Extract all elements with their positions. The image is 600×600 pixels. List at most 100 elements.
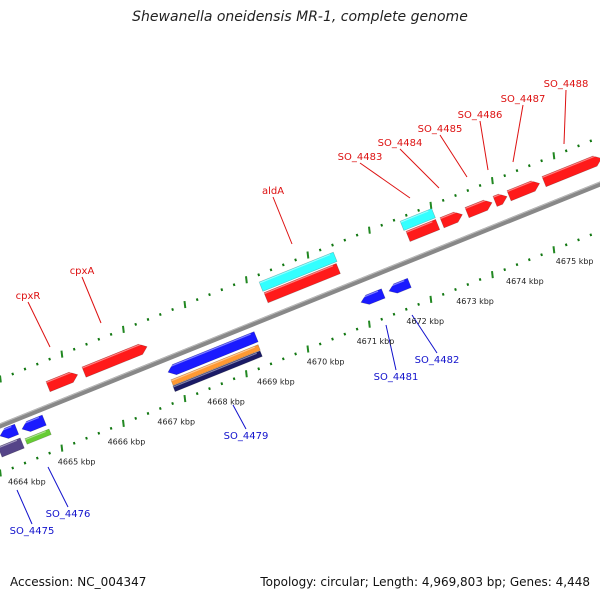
tick-mark xyxy=(577,144,580,148)
gene-label: cpxR xyxy=(16,291,41,302)
tick-mark xyxy=(404,307,408,311)
tick-mark xyxy=(48,357,51,361)
tick-mark xyxy=(392,218,396,222)
gene-shape xyxy=(263,263,341,304)
tick-mark xyxy=(122,325,125,333)
tick-mark xyxy=(294,258,297,262)
genome-summary-text: Topology: circular; Length: 4,969,803 bp… xyxy=(260,575,590,589)
tick-mark xyxy=(589,233,593,237)
genome-backbone xyxy=(0,181,600,429)
gene-shape xyxy=(439,211,463,229)
tick-mark xyxy=(183,394,187,403)
gene-highlight xyxy=(20,416,40,426)
gene-highlight xyxy=(542,155,597,178)
tick-mark xyxy=(564,243,568,247)
tick-mark xyxy=(269,268,273,272)
tick-mark xyxy=(478,278,482,282)
gene-highlight xyxy=(507,180,535,193)
inner-tick-track xyxy=(0,233,593,477)
tick-label: 4665 kbp xyxy=(58,458,96,467)
tick-mark xyxy=(306,345,310,353)
gene-shape xyxy=(464,199,493,219)
tick-mark xyxy=(208,387,211,391)
tick-mark xyxy=(245,370,248,378)
gene-label: SO_4486 xyxy=(458,110,503,121)
gene-highlight xyxy=(406,221,433,233)
tick-mark xyxy=(429,295,433,303)
tick-label: 4668 kbp xyxy=(207,397,245,406)
leader-line xyxy=(411,314,438,354)
gene-feature xyxy=(172,350,263,392)
leader-line xyxy=(232,404,247,430)
gene-shape xyxy=(258,251,338,292)
tick-mark xyxy=(171,402,174,406)
map-title: Shewanella oneidensis MR-1, complete gen… xyxy=(132,9,468,25)
leader-line xyxy=(563,89,567,145)
gene-shape xyxy=(492,193,508,207)
tick-mark xyxy=(331,243,334,247)
tick-label: 4670 kbp xyxy=(307,357,345,366)
tick-mark xyxy=(441,292,445,296)
gene-label: SO_4481 xyxy=(374,372,419,383)
leader-line xyxy=(359,162,411,199)
gene-shape xyxy=(170,344,261,386)
tick-label: 4672 kbp xyxy=(406,317,444,326)
gene-feature xyxy=(439,211,463,229)
tick-mark xyxy=(380,317,384,321)
gene-feature xyxy=(258,251,338,292)
tick-mark xyxy=(343,238,347,242)
tick-mark xyxy=(503,174,507,178)
tick-mark xyxy=(60,350,64,358)
gene-highlight xyxy=(359,290,379,300)
gene-feature xyxy=(492,193,508,207)
leader-line xyxy=(16,489,33,525)
tick-mark xyxy=(23,461,27,465)
tick-label: 4666 kbp xyxy=(108,438,146,447)
gene-label: SO_4476 xyxy=(46,509,91,520)
gene-feature xyxy=(20,414,47,432)
tick-mark xyxy=(368,320,371,328)
tick-mark xyxy=(97,431,101,435)
tick-mark xyxy=(429,201,433,209)
feature-track xyxy=(0,155,600,458)
tick-mark xyxy=(11,466,15,470)
gene-label: SO_4487 xyxy=(501,94,546,105)
tick-mark xyxy=(232,283,236,287)
gene-highlight xyxy=(259,254,331,284)
tick-mark xyxy=(11,372,15,376)
leader-line xyxy=(47,466,69,508)
tick-mark xyxy=(60,444,64,452)
leader-line xyxy=(399,148,440,189)
gene-feature xyxy=(387,277,412,294)
tick-mark xyxy=(466,188,470,193)
leader-line xyxy=(272,196,293,245)
tick-mark xyxy=(146,411,150,415)
gene-highlight xyxy=(166,333,251,369)
gene-label: SO_4484 xyxy=(378,138,423,149)
tick-mark xyxy=(294,352,297,356)
tick-mark xyxy=(454,193,457,197)
tick-mark xyxy=(540,253,543,257)
gene-shape xyxy=(24,428,52,445)
tick-mark xyxy=(564,149,568,153)
tick-mark xyxy=(577,238,580,242)
gene-label-track: cpxR cpxA aldA SO_4483 SO_4484 SO_4485 SO_4486… xyxy=(10,79,589,537)
gene-shape xyxy=(0,437,25,458)
tick-mark xyxy=(527,164,531,168)
gene-label: aldA xyxy=(262,186,284,197)
tick-mark xyxy=(491,270,494,279)
tick-mark xyxy=(0,469,2,477)
tick-mark xyxy=(306,251,310,259)
gene-label: SO_4475 xyxy=(10,526,55,537)
tick-mark xyxy=(85,342,88,346)
tick-label: 4675 kbp xyxy=(556,257,594,266)
label-leader-lines xyxy=(16,89,567,525)
tick-mark xyxy=(134,416,138,420)
tick-mark xyxy=(318,248,322,252)
tick-mark xyxy=(48,451,51,455)
gene-feature xyxy=(166,331,259,376)
tick-mark xyxy=(158,312,162,317)
gene-feature xyxy=(359,288,386,305)
tick-mark xyxy=(392,312,396,316)
